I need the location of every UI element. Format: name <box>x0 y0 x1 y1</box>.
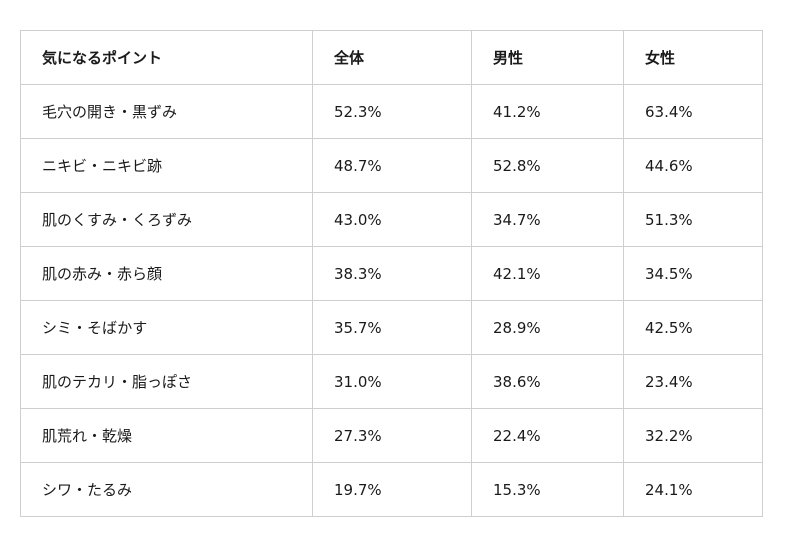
table-row: シワ・たるみ 19.7% 15.3% 24.1% <box>20 462 763 517</box>
concern-label-cell: 毛穴の開き・黒ずみ <box>20 84 313 139</box>
table-body: 毛穴の開き・黒ずみ 52.3% 41.2% 63.4% ニキビ・ニキビ跡 48.7% 52.… <box>20 84 763 517</box>
column-header-female: 女性 <box>623 30 763 85</box>
percentage-cell-female: 24.1% <box>623 462 763 517</box>
percentage-cell-overall: 38.3% <box>312 246 472 301</box>
percentage-cell-male: 28.9% <box>471 300 624 355</box>
concern-label-cell: 肌のくすみ・くろずみ <box>20 192 313 247</box>
table-row: 肌の赤み・赤ら顔 38.3% 42.1% 34.5% <box>20 246 763 301</box>
percentage-cell-female: 42.5% <box>623 300 763 355</box>
percentage-cell-female: 51.3% <box>623 192 763 247</box>
concern-label-cell: ニキビ・ニキビ跡 <box>20 138 313 193</box>
percentage-cell-male: 38.6% <box>471 354 624 409</box>
percentage-cell-female: 34.5% <box>623 246 763 301</box>
percentage-cell-overall: 27.3% <box>312 408 472 463</box>
table-row: 肌のくすみ・くろずみ 43.0% 34.7% 51.3% <box>20 192 763 247</box>
percentage-cell-overall: 31.0% <box>312 354 472 409</box>
table-row: ニキビ・ニキビ跡 48.7% 52.8% 44.6% <box>20 138 763 193</box>
percentage-cell-male: 41.2% <box>471 84 624 139</box>
concern-label-cell: 肌の赤み・赤ら顔 <box>20 246 313 301</box>
percentage-cell-overall: 43.0% <box>312 192 472 247</box>
concern-label-cell: シワ・たるみ <box>20 462 313 517</box>
column-header-concern: 気になるポイント <box>20 30 313 85</box>
percentage-cell-female: 23.4% <box>623 354 763 409</box>
percentage-cell-male: 22.4% <box>471 408 624 463</box>
column-header-male: 男性 <box>471 30 624 85</box>
percentage-cell-overall: 52.3% <box>312 84 472 139</box>
table-row: 肌のテカリ・脂っぽさ 31.0% 38.6% 23.4% <box>20 354 763 409</box>
percentage-cell-overall: 35.7% <box>312 300 472 355</box>
percentage-cell-overall: 48.7% <box>312 138 472 193</box>
percentage-cell-male: 34.7% <box>471 192 624 247</box>
column-header-overall: 全体 <box>312 30 472 85</box>
table-header: 気になるポイント 全体 男性 女性 <box>20 30 763 85</box>
percentage-cell-female: 63.4% <box>623 84 763 139</box>
percentage-cell-female: 32.2% <box>623 408 763 463</box>
concern-label-cell: 肌のテカリ・脂っぽさ <box>20 354 313 409</box>
percentage-cell-male: 15.3% <box>471 462 624 517</box>
header-row: 気になるポイント 全体 男性 女性 <box>20 30 763 85</box>
percentage-cell-male: 42.1% <box>471 246 624 301</box>
table-row: 毛穴の開き・黒ずみ 52.3% 41.2% 63.4% <box>20 84 763 139</box>
percentage-cell-female: 44.6% <box>623 138 763 193</box>
table-row: シミ・そばかす 35.7% 28.9% 42.5% <box>20 300 763 355</box>
concern-label-cell: 肌荒れ・乾燥 <box>20 408 313 463</box>
skin-concern-table: 気になるポイント 全体 男性 女性 毛穴の開き・黒ずみ 52.3% 41.2% 63.4% ニ… <box>20 30 763 517</box>
table-row: 肌荒れ・乾燥 27.3% 22.4% 32.2% <box>20 408 763 463</box>
percentage-cell-overall: 19.7% <box>312 462 472 517</box>
concern-label-cell: シミ・そばかす <box>20 300 313 355</box>
percentage-cell-male: 52.8% <box>471 138 624 193</box>
